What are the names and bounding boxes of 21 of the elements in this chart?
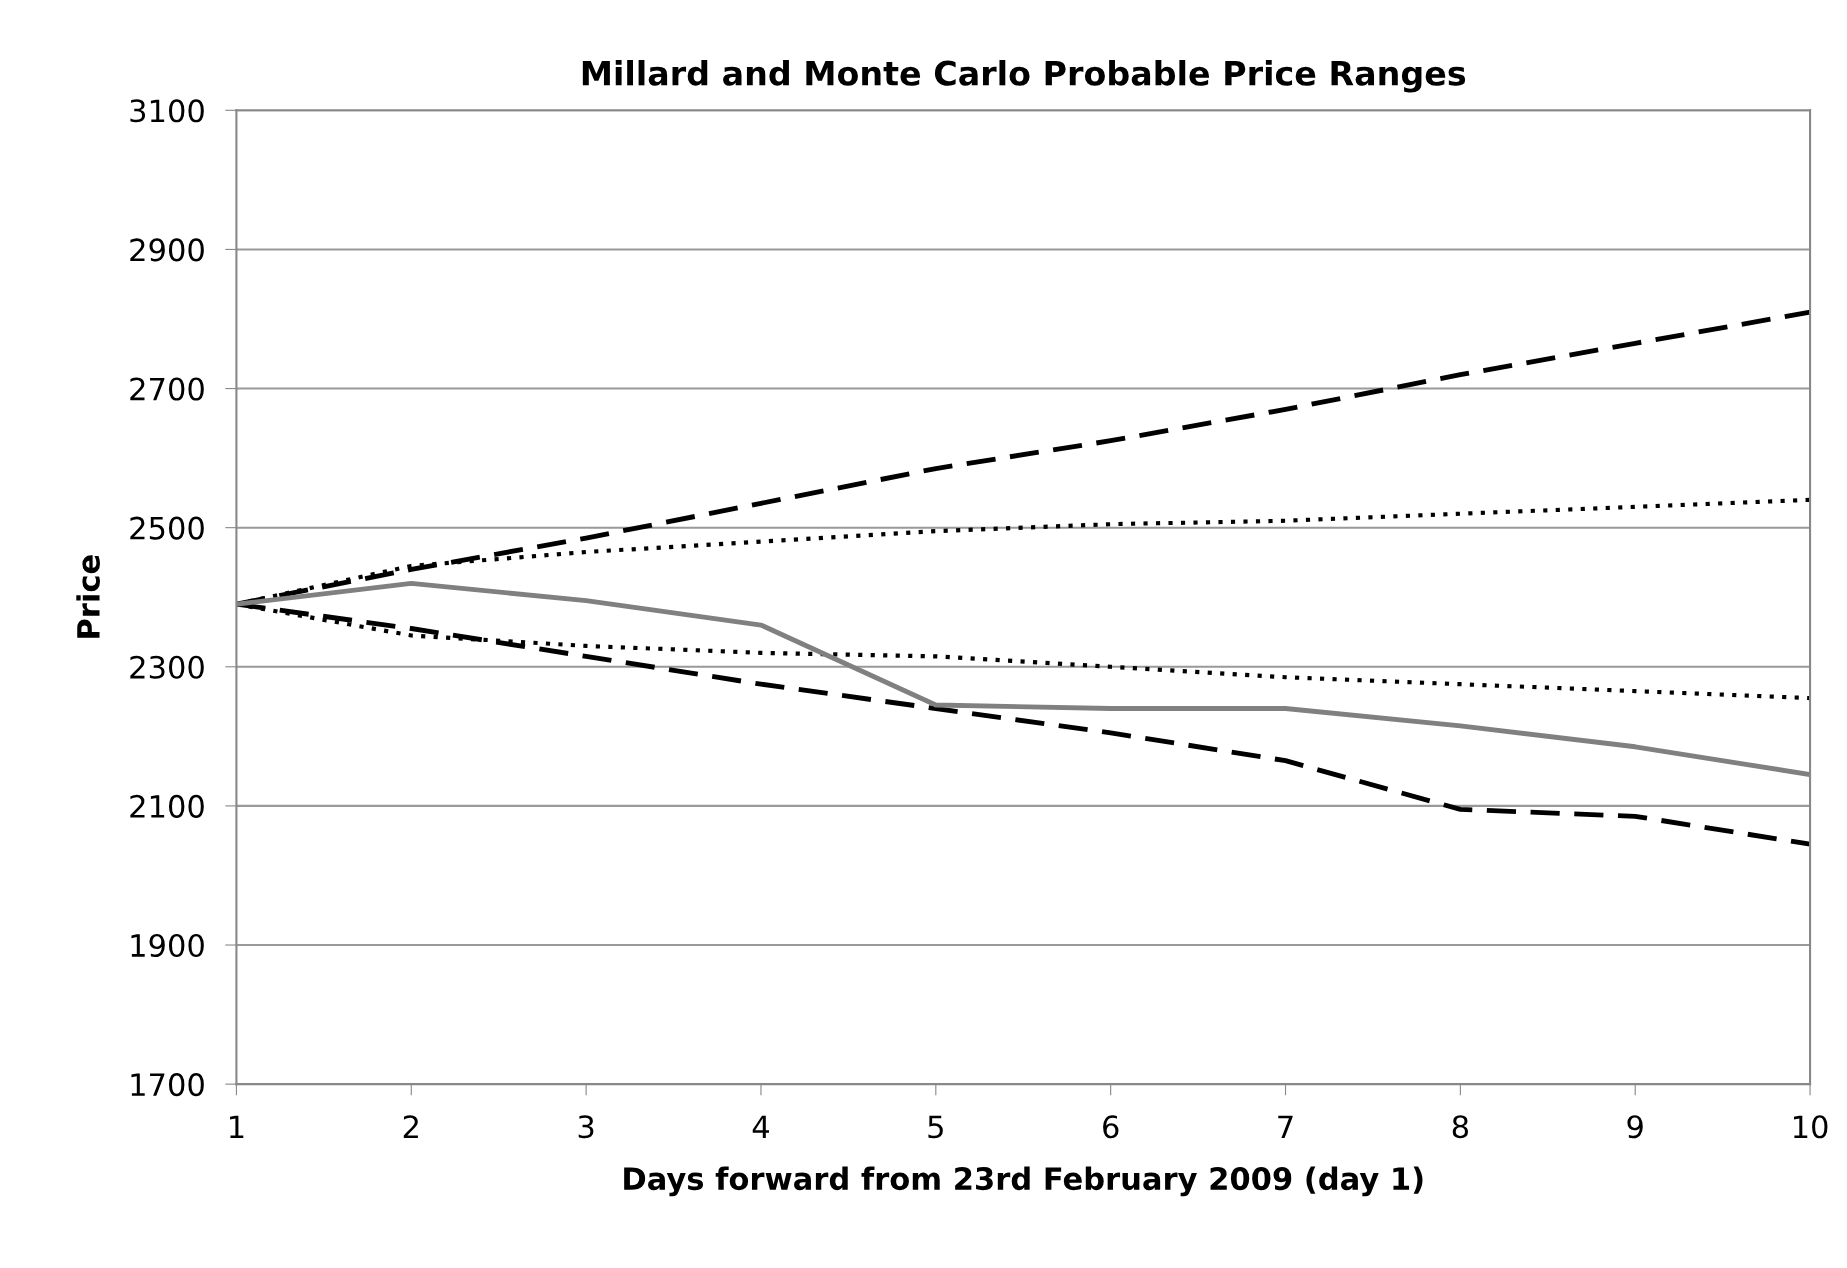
y-tick-label: 1900 <box>131 933 204 958</box>
x-tick-label: 9 <box>1627 1115 1643 1139</box>
y-tick-label: 2500 <box>130 516 204 540</box>
x-tick-label: 3 <box>578 1115 594 1139</box>
x-tick-label: 2 <box>403 1115 418 1138</box>
y-tick-label: 2300 <box>130 655 204 679</box>
x-tick-label: 6 <box>1103 1115 1119 1139</box>
x-tick-label: 7 <box>1278 1115 1293 1138</box>
y-tick-label: 2700 <box>130 377 204 401</box>
chart-title: Millard and Monte Carlo Probable Price Ranges <box>582 59 1466 93</box>
y-tick-label: 1700 <box>131 1073 204 1097</box>
y-tick-label: 2100 <box>130 794 204 818</box>
y-tick-label: 2900 <box>130 238 204 262</box>
x-axis-title: Days forward from 23rd February 2009 (day 1) <box>624 1166 1423 1197</box>
x-tick-label: 4 <box>752 1115 769 1138</box>
y-tick-label: 3100 <box>130 99 204 123</box>
x-tick-label: 1 <box>230 1115 244 1138</box>
y-axis-title: Price <box>76 555 100 638</box>
x-tick-label: 10 <box>1793 1115 1828 1139</box>
x-tick-label: 5 <box>928 1115 943 1139</box>
x-tick-label: 8 <box>1452 1115 1468 1139</box>
